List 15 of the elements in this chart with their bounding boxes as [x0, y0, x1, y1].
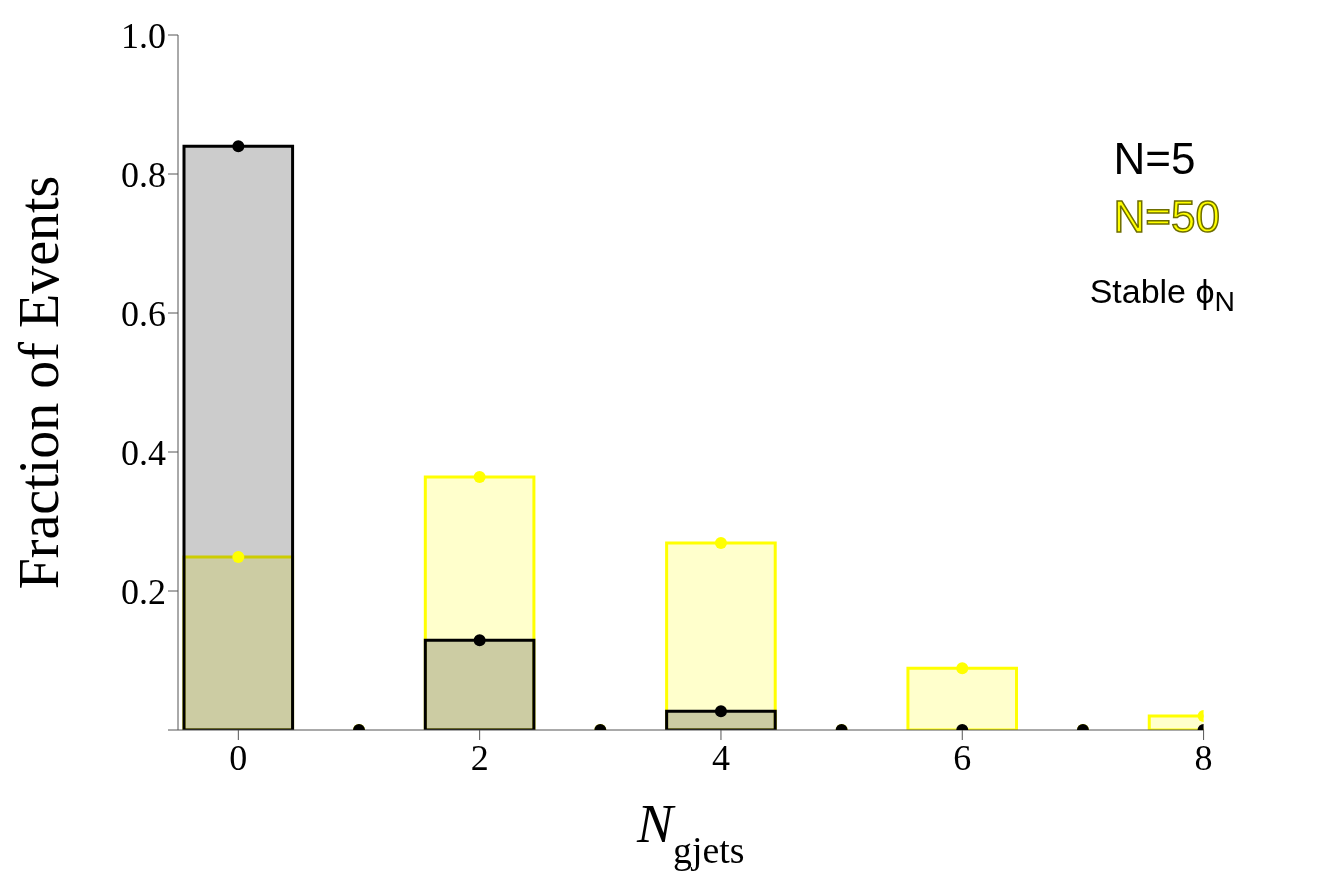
x-tick-label: 4	[711, 737, 730, 778]
x-tick-label: 8	[1194, 737, 1213, 778]
text: N=50	[1113, 191, 1220, 243]
y-tick-label: 0.4	[121, 432, 166, 473]
y-tick-label: 0.2	[121, 571, 166, 612]
y-axis-title: Fraction of Events	[7, 175, 70, 590]
y-tick-label: 0.8	[121, 154, 166, 195]
y-tick-label: 0.6	[121, 293, 166, 334]
x-tick-label: 6	[953, 737, 972, 778]
x-axis-title: N$_{gjets}$	[636, 794, 745, 871]
annotation: Stable ϕ$_{N}$	[1089, 272, 1235, 318]
x-tick-label: 2	[470, 737, 489, 778]
x-tick-label: 0	[229, 737, 248, 778]
text: N=5	[1113, 133, 1197, 185]
text: 1.0	[121, 15, 166, 56]
